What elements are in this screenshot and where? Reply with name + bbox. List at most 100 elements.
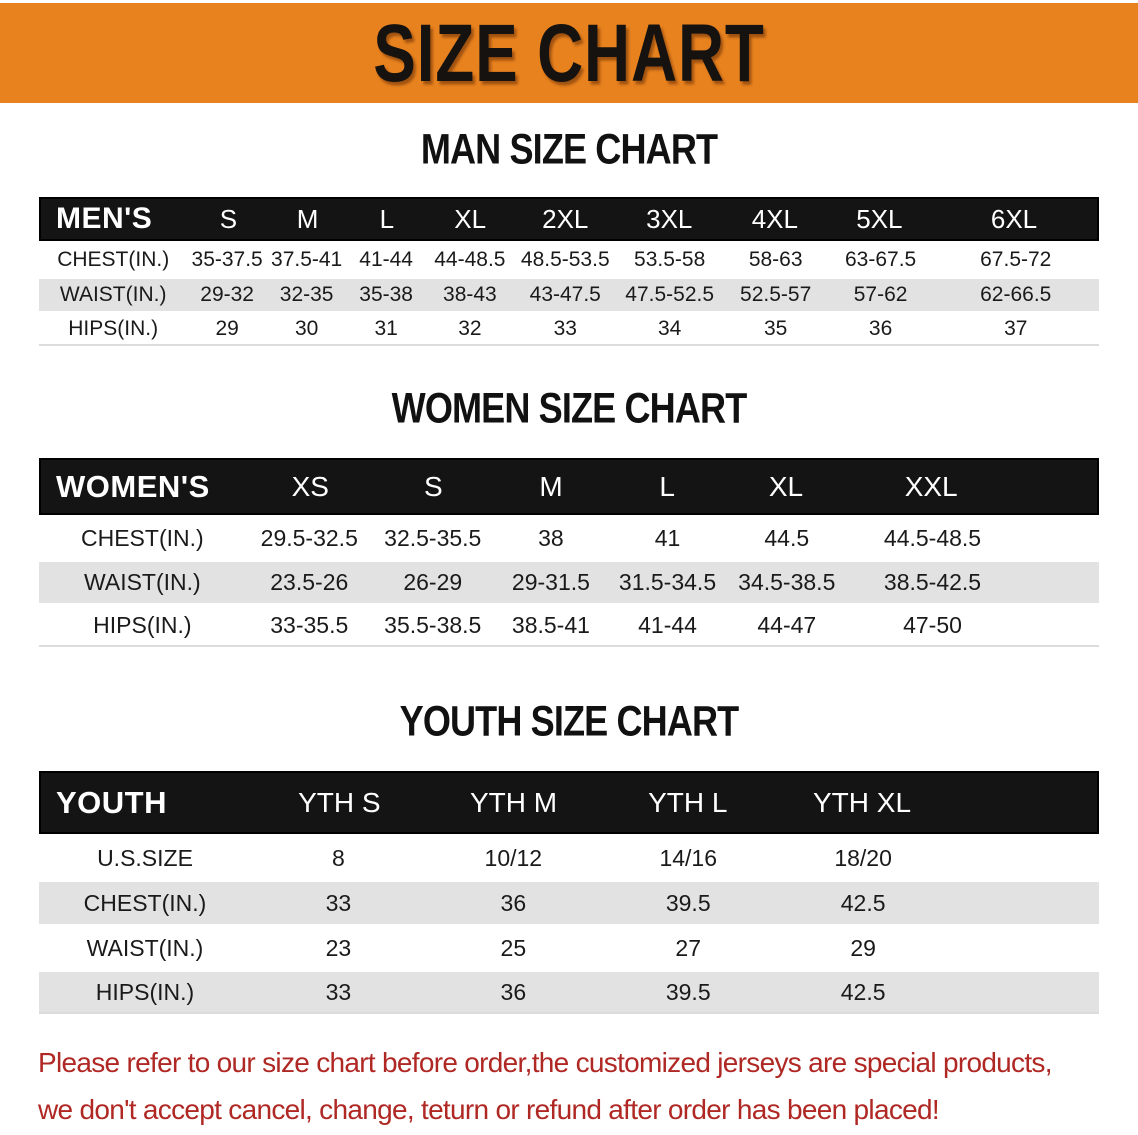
- size-value: 23.5-26: [270, 569, 349, 595]
- size-value: 53.5-58: [634, 248, 706, 271]
- section-heading-men: MAN SIZE CHART: [420, 124, 718, 174]
- size-value: 63-67.5: [844, 248, 917, 271]
- table-row: WAIST(IN.) 23 25 27 29: [39, 924, 1099, 969]
- size-value: 47.5-52.5: [625, 283, 715, 306]
- size-value: 23: [325, 934, 352, 961]
- size-value: 47-50: [903, 612, 962, 638]
- table-row: WAIST(IN.) 23.5-26 26-29 29-31.5 31.5-34.5 34…: [39, 559, 1099, 603]
- size-value: 39.5: [665, 889, 711, 916]
- table-row: CHEST(IN.) 33 36 39.5 42.5: [39, 879, 1099, 924]
- size-column-header: L: [659, 470, 675, 502]
- size-value: 38.5-41: [511, 612, 590, 638]
- size-column-header: S: [423, 470, 443, 502]
- size-value: 43-47.5: [529, 283, 601, 306]
- size-value: 41: [654, 525, 681, 551]
- size-column-header: YTH L: [648, 786, 728, 818]
- size-value: 36: [500, 889, 527, 916]
- size-value: 37: [1004, 317, 1028, 340]
- table-row: HIPS(IN.) 33 36 39.5 42.5: [39, 969, 1099, 1014]
- size-value: 44-48.5: [434, 248, 506, 271]
- size-value: 36: [500, 978, 527, 1005]
- disclaimer-line-2: we don't accept cancel, change, teturn o…: [38, 1094, 940, 1125]
- size-value: 32-35: [279, 283, 334, 306]
- size-column-header: XXL: [904, 470, 958, 502]
- size-value: 52.5-57: [740, 283, 812, 306]
- size-value: 31.5-34.5: [618, 569, 717, 595]
- size-column-header: XL: [768, 470, 804, 502]
- row-label: CHEST(IN.): [83, 889, 207, 916]
- size-value: 41-44: [359, 248, 413, 271]
- size-value: 32: [458, 317, 482, 340]
- table-row: CHEST(IN.) 35-37.5 37.5-41 41-44 44-48.5 48.5…: [39, 241, 1099, 276]
- womens-size-table: WOMEN'S XS S M L XL XXL CHEST(IN.) 29.5-32.5 32.5…: [39, 458, 1099, 647]
- size-column-header: 2XL: [542, 203, 589, 234]
- size-column-header: L: [379, 203, 395, 234]
- size-chart-banner: SIZE CHART: [0, 3, 1138, 103]
- section-heading-women: WOMEN SIZE CHART: [391, 383, 748, 433]
- size-column-header: YTH XL: [812, 786, 912, 818]
- men-size-chart-section: MAN SIZE CHART MEN'S S M L XL 2XL 3XL 4XL 5XL 6XL…: [0, 125, 1138, 346]
- size-value: 29.5-32.5: [260, 525, 358, 551]
- table-corner-label: YOUTH: [56, 784, 167, 820]
- disclaimer-line-1: Please refer to our size chart before or…: [38, 1047, 1053, 1078]
- size-value: 44.5-48.5: [883, 525, 982, 551]
- size-value: 18/20: [834, 844, 892, 871]
- size-column-header: YTH M: [469, 786, 558, 818]
- size-value: 33: [325, 889, 352, 916]
- banner-title: SIZE CHART: [373, 7, 765, 99]
- row-label: CHEST(IN.): [81, 525, 204, 551]
- row-label: WAIST(IN.): [84, 569, 201, 595]
- size-column-header: 5XL: [856, 203, 903, 234]
- size-value: 8: [332, 844, 345, 871]
- size-value: 25: [500, 934, 527, 961]
- size-value: 35: [763, 317, 788, 340]
- size-value: 14/16: [659, 844, 717, 871]
- size-value: 35-38: [359, 283, 413, 306]
- size-value: 58-63: [748, 248, 803, 271]
- table-row: HIPS(IN.) 29 30 31 32 33 34 35 36 37: [39, 311, 1099, 346]
- size-value: 32.5-35.5: [384, 525, 482, 551]
- row-label: HIPS(IN.): [95, 978, 195, 1005]
- size-value: 36: [868, 317, 893, 340]
- size-value: 67.5-72: [980, 248, 1052, 271]
- row-label: WAIST(IN.): [59, 283, 167, 306]
- size-value: 39.5: [665, 978, 711, 1005]
- size-value: 34: [657, 317, 682, 340]
- row-label: HIPS(IN.): [68, 317, 159, 340]
- size-value: 29: [215, 317, 239, 340]
- size-column-header: 6XL: [990, 203, 1038, 234]
- size-value: 44-47: [757, 612, 817, 638]
- size-value: 42.5: [840, 889, 886, 916]
- size-column-header: S: [219, 203, 238, 234]
- size-column-header: YTH S: [298, 786, 381, 818]
- size-value: 38: [538, 525, 564, 551]
- women-size-chart-section: WOMEN SIZE CHART WOMEN'S XS S M L XL XXL CHEST(…: [0, 384, 1138, 647]
- disclaimer-note: Please refer to our size chart before or…: [0, 1039, 1138, 1133]
- size-column-header: XS: [291, 470, 329, 502]
- size-column-header: M: [296, 203, 319, 234]
- size-value: 35.5-38.5: [384, 612, 482, 638]
- size-value: 26-29: [403, 569, 463, 595]
- table-header-row: YOUTH YTH S YTH M YTH L YTH XL: [39, 771, 1099, 834]
- table-row: WAIST(IN.) 29-32 32-35 35-38 38-43 43-47.5 47.…: [39, 276, 1099, 311]
- size-value: 37.5-41: [271, 248, 343, 271]
- size-column-header: XL: [454, 203, 487, 234]
- size-value: 29: [850, 934, 876, 961]
- table-row: CHEST(IN.) 29.5-32.5 32.5-35.5 38 41 44.5 44.5…: [39, 515, 1099, 559]
- size-column-header: 3XL: [646, 203, 693, 234]
- size-value: 38-43: [443, 283, 497, 306]
- row-label: CHEST(IN.): [57, 248, 170, 271]
- size-value: 57-62: [853, 283, 908, 306]
- mens-size-table: MEN'S S M L XL 2XL 3XL 4XL 5XL 6XL CHEST(IN.) 35-37…: [39, 197, 1099, 346]
- row-label: HIPS(IN.): [93, 612, 192, 638]
- youth-size-chart-section: YOUTH SIZE CHART YOUTH YTH S YTH M YTH L YTH…: [0, 697, 1138, 1014]
- size-value: 33: [553, 317, 577, 340]
- size-value: 34.5-38.5: [738, 569, 836, 595]
- table-header-row: MEN'S S M L XL 2XL 3XL 4XL 5XL 6XL: [39, 197, 1099, 241]
- size-value: 44.5: [764, 525, 810, 551]
- table-header-row: WOMEN'S XS S M L XL XXL: [39, 458, 1099, 515]
- size-value: 33-35.5: [270, 612, 349, 638]
- size-value: 29-32: [200, 283, 254, 306]
- size-value: 62-66.5: [980, 283, 1052, 306]
- size-value: 35-37.5: [191, 248, 263, 271]
